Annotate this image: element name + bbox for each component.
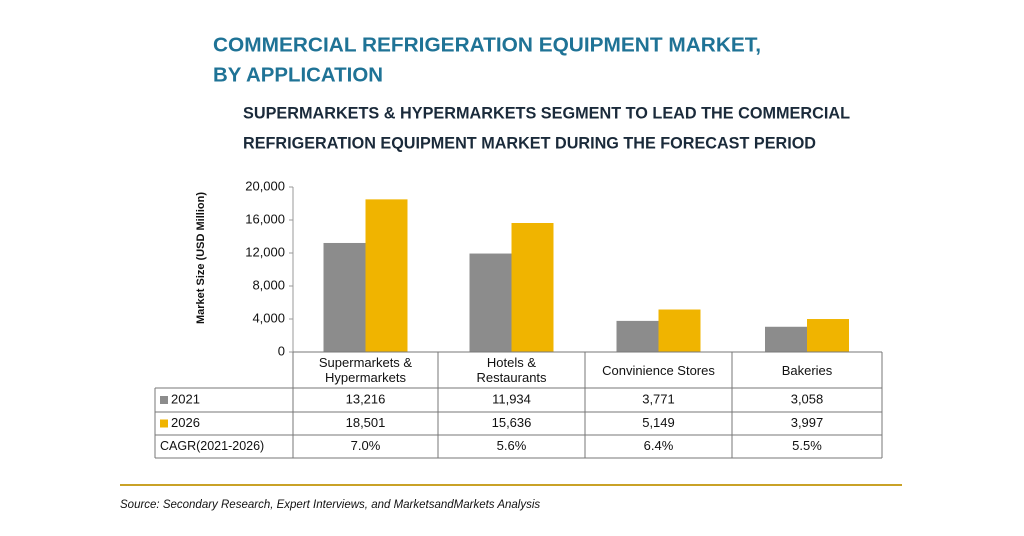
legend-label: 2021 (171, 391, 200, 406)
x-tick-label: Bakeries (781, 362, 833, 378)
x-tick-label: Supermarkets & Hypermarkets (318, 355, 413, 385)
cagr-value: 6.4% (644, 438, 674, 453)
cagr-value: 7.0% (351, 438, 381, 453)
table-value: 13,216 (346, 391, 386, 406)
table-value: 3,997 (791, 415, 824, 430)
y-tick-label: 4,000 (252, 310, 285, 325)
legend-label: 2026 (171, 415, 200, 430)
y-axis-label: Market Size (USD Million) (195, 192, 207, 324)
y-tick-label: 8,000 (252, 277, 285, 292)
cagr-label: CAGR(2021-2026) (160, 439, 264, 453)
bar (807, 319, 849, 352)
x-tick-label: Hotels & Restaurants (476, 355, 547, 385)
bar (616, 320, 659, 352)
bar (765, 326, 807, 352)
y-tick-label: 20,000 (245, 178, 285, 193)
bar (469, 253, 512, 352)
table-value: 3,771 (642, 391, 675, 406)
table-value: 5,149 (642, 415, 675, 430)
bar (511, 223, 554, 352)
y-tick-label: 0 (278, 343, 285, 358)
chart-title: BY APPLICATION (213, 64, 383, 86)
y-tick-label: 16,000 (245, 211, 285, 226)
table-value: 15,636 (492, 415, 532, 430)
source: Source: Secondary Research, Expert Inter… (120, 499, 540, 511)
legend-swatch (160, 419, 168, 428)
bar (658, 309, 701, 352)
chart-subtitle: REFRIGERATION EQUIPMENT MARKET DURING TH… (243, 133, 816, 152)
table-value: 3,058 (791, 391, 824, 406)
category-cell: Bakeries (736, 352, 878, 388)
category-cell: Hotels & Restaurants (442, 352, 581, 388)
y-tick-label: 12,000 (245, 244, 285, 259)
bar (365, 199, 408, 352)
chart-title: COMMERCIAL REFRIGERATION EQUIPMENT MARKE… (213, 34, 761, 56)
bar (323, 242, 366, 352)
chart-subtitle: SUPERMARKETS & HYPERMARKETS SEGMENT TO L… (243, 103, 850, 122)
cagr-value: 5.6% (497, 438, 527, 453)
cagr-value: 5.5% (792, 438, 822, 453)
category-cell: Convinience Stores (589, 352, 728, 388)
table-value: 11,934 (492, 391, 531, 406)
category-cell: Supermarkets & Hypermarkets (297, 352, 434, 388)
legend-swatch (160, 396, 168, 404)
table-value: 18,501 (346, 415, 386, 430)
x-tick-label: Convinience Stores (602, 362, 715, 378)
